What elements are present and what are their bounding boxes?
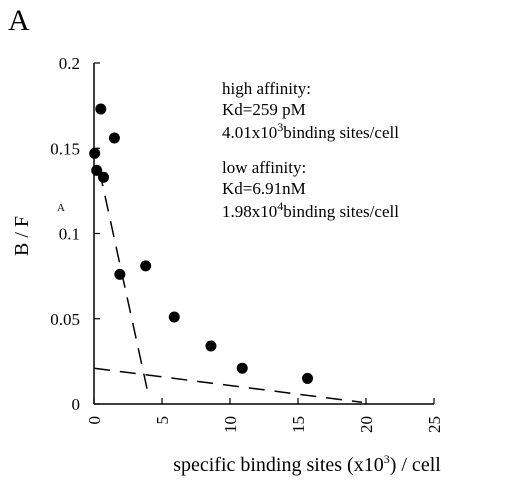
- data-point: [205, 340, 217, 352]
- x-ticks: 0 5 10 15 20 25: [85, 398, 444, 433]
- stray-mark: A: [57, 202, 65, 214]
- x-tick-label: 5: [153, 416, 172, 425]
- y-tick-label: 0.1: [59, 225, 80, 244]
- x-tick-label: 10: [221, 416, 240, 433]
- data-point: [236, 362, 248, 374]
- annotation-high-sites-suffix: binding sites/cell: [283, 123, 399, 142]
- annotation-low-sites: 1.98x104binding sites/cell: [222, 199, 399, 221]
- data-point: [89, 147, 101, 159]
- annotation-low-sites-base: 1.98x10: [222, 202, 277, 221]
- data-point: [95, 103, 107, 115]
- x-axis-label-base: specific binding sites (x10: [173, 454, 384, 476]
- y-tick-label: 0.05: [50, 310, 80, 329]
- x-tick-label: 25: [425, 416, 444, 433]
- fit-line: [93, 367, 363, 404]
- data-point: [114, 268, 126, 280]
- y-axis-label: B / F: [11, 216, 33, 256]
- y-tick-label: 0.15: [50, 139, 80, 158]
- x-tick-label: 20: [357, 416, 376, 433]
- annotation-low-kd: Kd=6.91nM: [222, 179, 306, 198]
- annotation-block: high affinity: Kd=259 pM 4.01x103binding…: [222, 79, 399, 221]
- fit-line: [98, 170, 148, 389]
- annotation-high-sites-base: 4.01x10: [222, 123, 277, 142]
- annotation-high-kd: Kd=259 pM: [222, 100, 306, 119]
- annotation-low-heading: low affinity:: [222, 158, 306, 177]
- panel-letter: A: [8, 4, 30, 37]
- y-tick-label: 0: [72, 395, 81, 414]
- y-ticks: 0 0.05 0.1 0.15 0.2: [50, 54, 100, 414]
- y-tick-label: 0.2: [59, 54, 80, 73]
- data-point: [302, 372, 314, 384]
- annotation-low-sites-suffix: binding sites/cell: [283, 202, 399, 221]
- annotation-high-sites: 4.01x103binding sites/cell: [222, 120, 399, 142]
- annotation-high-sites-exponent: 3: [277, 120, 283, 134]
- x-tick-label: 0: [85, 416, 104, 425]
- data-points: [89, 103, 314, 384]
- annotation-low-sites-exponent: 4: [277, 199, 283, 213]
- data-point: [168, 311, 180, 323]
- data-point: [140, 260, 152, 272]
- data-point: [98, 171, 110, 183]
- x-axis-label: specific binding sites (x103) / cell: [173, 452, 441, 476]
- fit-lines: [93, 170, 363, 404]
- x-tick-label: 15: [289, 416, 308, 433]
- x-axis-label-exponent: 3: [384, 452, 390, 466]
- annotation-high-heading: high affinity:: [222, 79, 311, 98]
- data-point: [108, 132, 120, 144]
- data-point: [91, 164, 103, 176]
- x-axis-label-suffix: ) / cell: [390, 454, 442, 476]
